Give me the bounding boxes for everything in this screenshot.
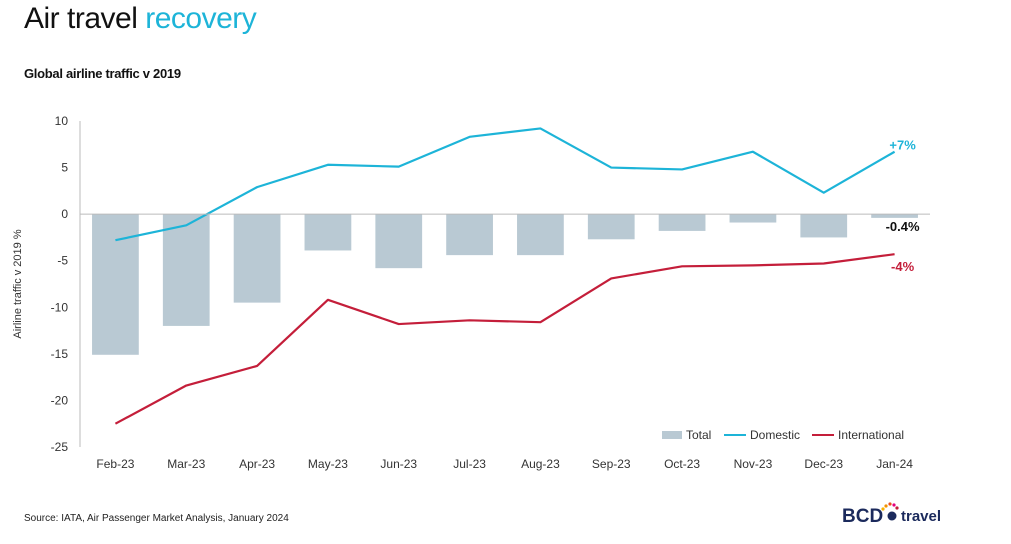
x-tick-label: Jul-23 xyxy=(453,457,486,471)
x-tick-label: Feb-23 xyxy=(96,457,134,471)
y-tick-label: 5 xyxy=(61,161,68,175)
total-bar xyxy=(517,214,564,256)
total-bar xyxy=(446,214,493,256)
series-lines xyxy=(114,127,896,425)
total-bars xyxy=(92,214,918,355)
end-labels: +7% -0.4% -4% xyxy=(886,138,920,274)
y-axis-label: Airline traffic v 2019 % xyxy=(12,229,24,338)
title-main: Air travel xyxy=(24,2,138,35)
x-tick-label: Aug-23 xyxy=(521,457,560,471)
y-tick-label: -20 xyxy=(51,393,69,407)
title-accent: recovery xyxy=(145,2,257,35)
domestic-end-label: +7% xyxy=(889,138,916,153)
source-note: Source: IATA, Air Passenger Market Analy… xyxy=(24,513,289,524)
international-line xyxy=(114,253,895,425)
total-bar xyxy=(233,214,281,303)
y-tick-label: 10 xyxy=(55,114,69,128)
legend: Total Domestic International xyxy=(662,428,904,442)
y-tick-label: 0 xyxy=(61,207,68,221)
logo-dots xyxy=(881,502,899,511)
y-axis: 10 5 0 -5 -10 -15 -20 -25 Airline traffic v 2019… xyxy=(12,114,81,454)
total-bar xyxy=(800,214,848,238)
chart-subtitle: Global airline traffic v 2019 xyxy=(24,66,181,81)
legend-total-swatch xyxy=(662,431,682,439)
total-bar xyxy=(871,214,918,218)
total-bar xyxy=(92,214,139,355)
total-bar xyxy=(162,214,210,326)
international-end-label: -4% xyxy=(891,259,915,274)
legend-domestic-label: Domestic xyxy=(750,428,800,442)
x-tick-label: Nov-23 xyxy=(734,457,773,471)
domestic-line xyxy=(115,127,896,242)
y-tick-label: -10 xyxy=(51,300,69,314)
bcd-travel-logo: BCD travel xyxy=(842,502,941,527)
x-tick-label: Oct-23 xyxy=(664,457,700,471)
y-tick-label: -25 xyxy=(51,440,69,454)
total-bar xyxy=(729,214,777,223)
x-tick-label: May-23 xyxy=(308,457,348,471)
y-tick-label: -15 xyxy=(51,347,69,361)
y-tick-label: -5 xyxy=(57,254,68,268)
legend-total-label: Total xyxy=(686,428,711,442)
total-bar xyxy=(658,214,706,231)
x-tick-label: Jan-24 xyxy=(876,457,913,471)
x-tick-label: Apr-23 xyxy=(239,457,275,471)
x-tick-label: Mar-23 xyxy=(167,457,205,471)
total-bar xyxy=(304,214,352,251)
legend-international-label: International xyxy=(838,428,904,442)
x-tick-label: Jun-23 xyxy=(380,457,417,471)
logo-text: BCD xyxy=(842,506,883,527)
logo-suffix: travel xyxy=(901,508,941,525)
chart-title: Air travel recovery xyxy=(24,2,257,36)
x-tick-label: Sep-23 xyxy=(592,457,631,471)
total-end-label: -0.4% xyxy=(886,219,920,234)
total-bar xyxy=(587,214,635,240)
total-bar xyxy=(375,214,423,269)
x-tick-label: Dec-23 xyxy=(804,457,843,471)
x-axis: Feb-23 Mar-23 Apr-23 May-23 Jun-23 Jul-23 Aug-… xyxy=(80,213,930,471)
